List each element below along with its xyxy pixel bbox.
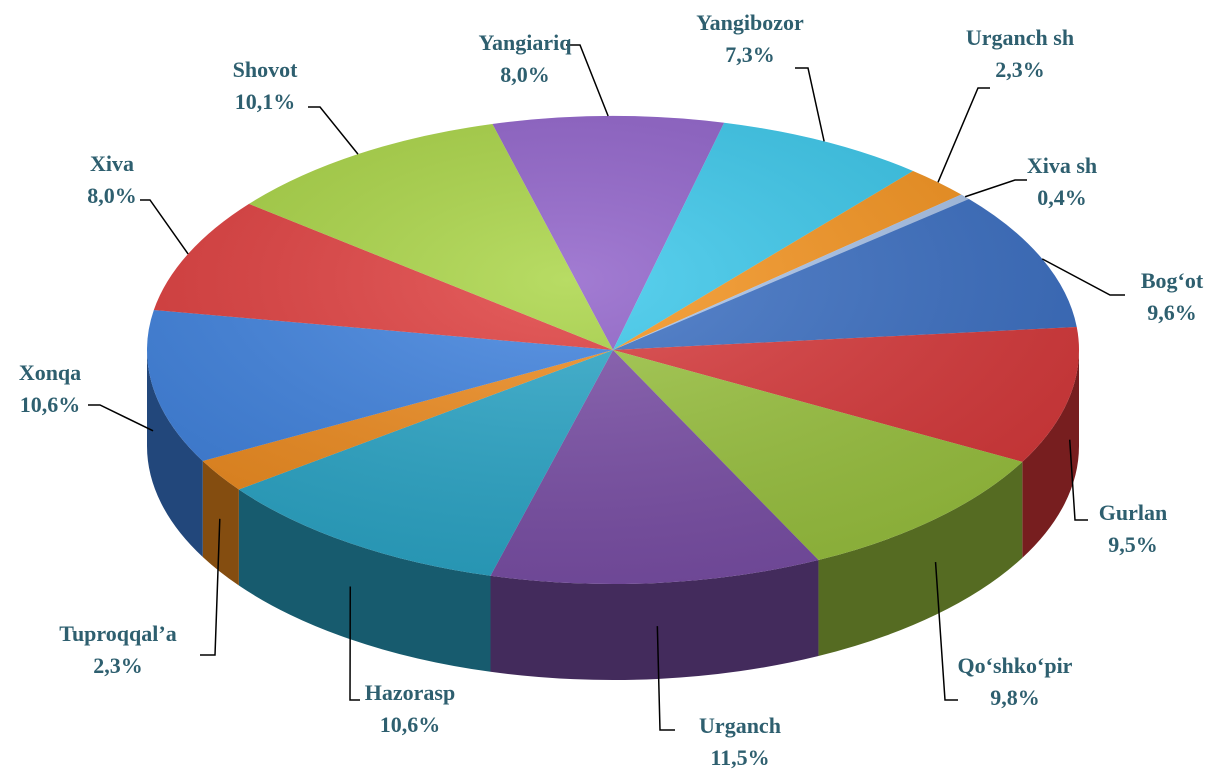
slice-label: Xonqa xyxy=(19,360,81,385)
slice-label: Gurlan xyxy=(1099,500,1167,525)
slice-label: Xiva xyxy=(90,151,134,176)
slice-value-label: 7,3% xyxy=(725,42,775,67)
leader-line xyxy=(1041,258,1125,296)
slice-value-label: 10,1% xyxy=(235,89,296,114)
slice-label: Yangiariq xyxy=(479,30,573,55)
leader-line xyxy=(566,44,609,117)
slice-label: Urganch sh xyxy=(966,25,1074,50)
leader-line xyxy=(937,87,990,183)
slice-value-label: 8,0% xyxy=(500,62,550,87)
slice-value-label: 2,3% xyxy=(995,57,1045,82)
slice-value-label: 0,4% xyxy=(1037,185,1087,210)
slice-label: Qo‘shko‘pir xyxy=(958,653,1073,678)
leader-line xyxy=(795,67,825,142)
leader-line xyxy=(1068,439,1088,521)
slice-label: Bog‘ot xyxy=(1141,268,1204,293)
slice-value-label: 9,5% xyxy=(1108,532,1158,557)
leader-line xyxy=(140,199,189,255)
slice-label: Shovot xyxy=(233,57,298,82)
leader-line xyxy=(656,626,675,731)
slice-value-label: 9,8% xyxy=(990,685,1040,710)
slice-value-label: 9,6% xyxy=(1147,300,1197,325)
leader-line xyxy=(349,586,360,701)
slice-value-label: 2,3% xyxy=(93,653,143,678)
slice-label: Hazorasp xyxy=(365,680,455,705)
slice-label: Yangibozor xyxy=(696,10,804,35)
slice-value-label: 10,6% xyxy=(380,712,441,737)
leader-line xyxy=(200,518,221,656)
slice-label: Urganch xyxy=(699,713,781,738)
slice-label: Xiva sh xyxy=(1027,153,1097,178)
leader-line xyxy=(308,106,359,155)
leader-line xyxy=(934,562,958,701)
slice-side xyxy=(490,560,819,681)
slice-label: Tuproqqal’a xyxy=(59,621,176,646)
leader-line xyxy=(964,179,1027,198)
leader-line xyxy=(88,404,154,432)
slice-value-label: 10,6% xyxy=(20,392,81,417)
slice-value-label: 8,0% xyxy=(87,183,137,208)
slice-value-label: 11,5% xyxy=(710,745,769,770)
